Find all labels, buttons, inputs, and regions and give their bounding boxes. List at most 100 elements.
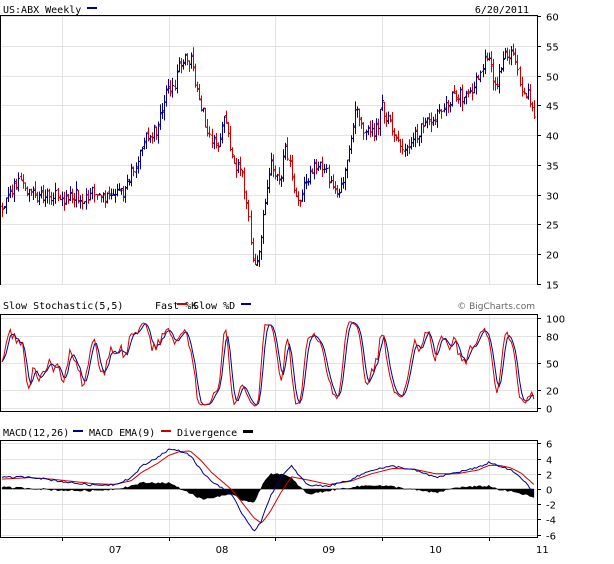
price-bar [200,95,203,112]
price-bar [449,102,452,113]
price-bar [116,183,119,197]
price-bar [391,112,394,136]
price-bar [348,145,351,163]
price-bar [139,149,142,170]
price-bar [416,124,419,144]
price-bar [63,191,66,211]
stochastic-legend-d-label: Slow %D [193,301,235,312]
macd-legend-divergence-swatch [243,430,253,433]
price-bar [149,134,152,143]
price-bar [305,174,308,190]
price-bar [206,119,209,137]
price-bar [13,178,16,203]
price-bar [151,132,154,144]
x-tick-label: 09 [322,545,335,556]
macd-line [1,448,535,532]
price-bar [5,197,8,215]
price-bar [375,118,378,141]
price-bar [317,161,320,171]
price-bar [137,156,140,174]
fast-k-line [1,321,535,407]
divergence-histogram [1,473,535,503]
price-bar [145,132,148,150]
price-bar [381,94,384,111]
price-bar [360,116,363,129]
price-bar [457,94,460,104]
price-bar [482,63,485,78]
price-bar [81,193,84,210]
price-bar [147,127,150,142]
price-bar [260,235,263,260]
price-bar [208,126,211,138]
y-tick-label: 80 [546,333,559,344]
price-bar [328,164,331,189]
price-bar [367,125,370,136]
price-bar [215,132,218,149]
price-bar [57,187,60,202]
price-bar [67,193,70,204]
stochastic-legend-d-swatch [241,303,251,305]
price-bar [278,167,281,185]
price-bar [274,165,277,180]
price-bar [69,186,72,202]
price-bar [108,186,111,200]
price-bar [22,174,25,189]
price-bar [527,83,530,100]
price-bar [414,126,417,148]
price-bar [124,185,127,203]
price-bar [252,237,255,263]
price-bar [307,178,310,186]
price-bar [32,186,35,201]
y-tick-label: 20 [546,251,559,262]
price-bar [192,47,195,72]
price-bar [479,70,482,83]
price-bar [106,192,109,204]
price-bar [102,192,105,203]
price-bar [438,104,441,114]
price-bar [250,210,253,246]
price-bar [24,182,27,191]
price-bar [404,143,407,157]
price-bar [71,188,74,204]
price-bar [157,121,160,144]
price-bar [130,163,133,187]
price-bar [461,84,464,112]
price-bar [217,142,220,152]
price-bar [521,76,524,97]
price-bar [153,124,156,142]
price-bar [362,122,365,140]
price-bar [514,48,517,65]
watermark: © BigCharts.com [457,302,535,312]
y-tick-label: -6 [546,532,556,543]
x-tick-labels: 07 08 09 10 11 [109,545,549,556]
price-bar [196,81,199,93]
grid-lines [1,16,541,541]
price-bar [533,100,536,119]
price-bar [330,176,333,184]
price-bar [91,186,94,200]
price-bar [418,135,421,147]
y-tick-label: 100 [546,315,565,326]
price-bar [143,137,146,150]
price-bar [167,79,170,94]
price-bar [237,159,240,174]
y-tick-label: 30 [546,192,559,203]
y-tick-label: 50 [546,360,559,371]
price-bar [291,154,294,181]
price-panel-frame [0,15,538,285]
price-bar [7,187,10,203]
price-bar [373,122,376,142]
price-bar [284,142,287,160]
price-bar [286,137,289,161]
price-bar [313,159,316,180]
y-tick-label: -2 [546,501,556,512]
price-bar [38,191,41,205]
price-bar [266,179,269,205]
price-bar [89,187,92,201]
price-bar [475,72,478,95]
price-bar [243,167,246,200]
price-bar [430,112,433,133]
price-bar [141,146,144,157]
price-bar [169,80,172,97]
